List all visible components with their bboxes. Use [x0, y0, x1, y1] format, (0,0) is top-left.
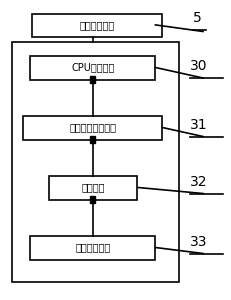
Text: 5: 5	[192, 11, 201, 26]
Bar	[30, 56, 155, 80]
Text: 30: 30	[189, 59, 207, 74]
Text: 31: 31	[189, 118, 207, 132]
Text: 无线传输模块: 无线传输模块	[75, 242, 110, 253]
Bar	[30, 236, 155, 260]
Text: CPU主控芯片: CPU主控芯片	[71, 62, 114, 73]
Text: 32: 32	[189, 175, 207, 189]
Bar	[12, 42, 178, 282]
Text: 音视频信号处理器: 音视频信号处理器	[69, 122, 116, 133]
Bar	[90, 196, 95, 203]
Text: 33: 33	[189, 235, 207, 249]
Text: 定位标签: 定位标签	[81, 182, 104, 193]
Bar	[23, 116, 162, 140]
Bar	[49, 176, 136, 200]
Text: 无线通诀终端: 无线通诀终端	[79, 20, 115, 31]
Bar	[32, 14, 162, 37]
Bar	[90, 136, 95, 143]
Bar	[90, 76, 95, 83]
